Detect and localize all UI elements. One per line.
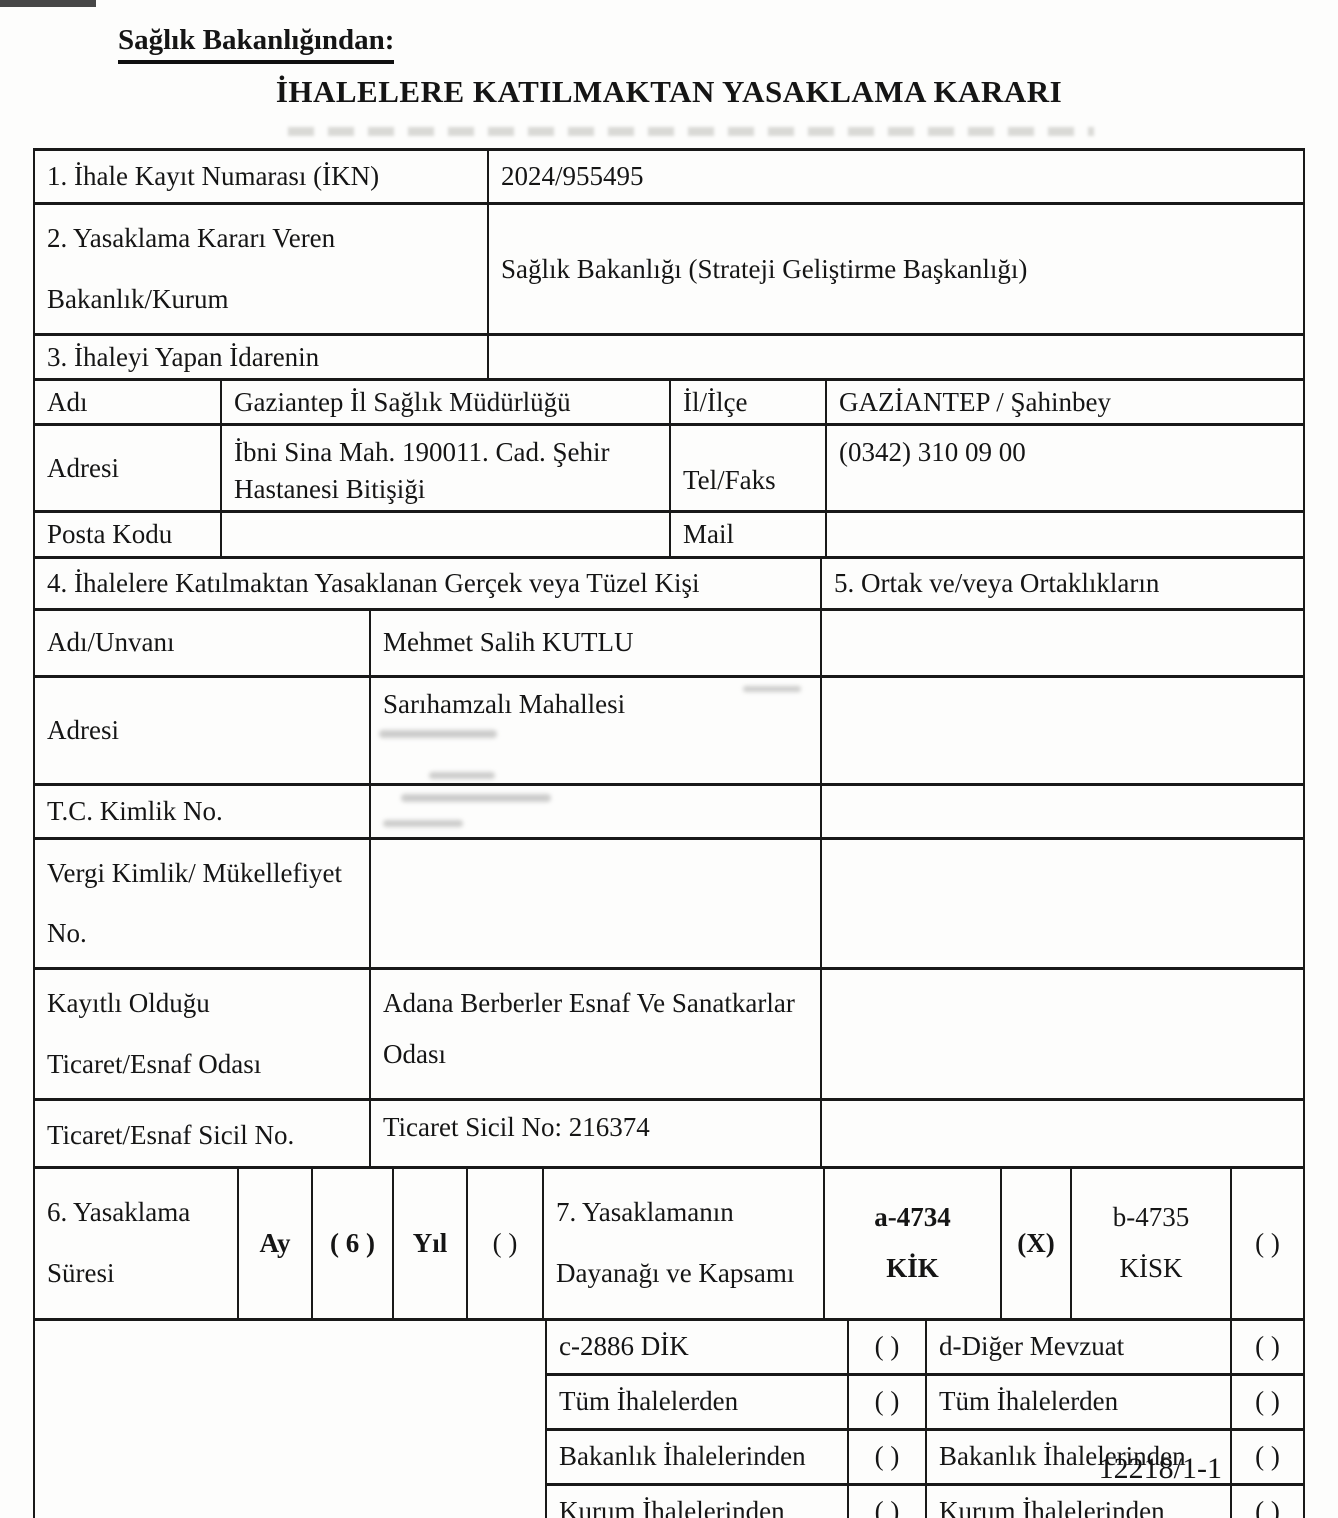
scope-row: Kurum İhalelerinden ( ) Kurum İhalelerin… bbox=[34, 1482, 1305, 1518]
scope-left-checkbox: ( ) bbox=[847, 1317, 927, 1376]
contracting-admin-value bbox=[487, 332, 1305, 381]
scope-row: c-2886 DİK ( ) d-Diğer Mevzuat ( ) bbox=[33, 1317, 1305, 1518]
band-duration-basis: 6. Yasaklama Süresi Ay ( 6 ) Yıl ( ) 7. … bbox=[33, 1165, 1305, 1321]
ikn-label: 1. İhale Kayıt Numarası (İKN) bbox=[33, 148, 489, 205]
decision-authority-value: Sağlık Bakanlığı (Strateji Geliştirme Ba… bbox=[487, 202, 1305, 336]
ban-basis-a-code: a-4734 bbox=[874, 1201, 951, 1232]
admin-address-value: İbni Sina Mah. 190011. Cad. Şehir Hastan… bbox=[220, 423, 671, 514]
contracting-admin-label: 3. İhaleyi Yapan İdarenin bbox=[33, 332, 489, 381]
scope-left-label: Tüm İhalelerden bbox=[545, 1372, 849, 1431]
scope-left-label: Bakanlık İhalelerinden bbox=[545, 1427, 849, 1486]
ikn-value: 2024/955495 bbox=[487, 148, 1305, 205]
band-admin-details: Adı Gaziantep İl Sağlık Müdürlüğü İl/İlç… bbox=[33, 377, 1305, 559]
scope-right-label: Kurum İhalelerinden bbox=[925, 1482, 1232, 1518]
decision-authority-label: 2. Yasaklama Kararı Veren Bakanlık/Kurum bbox=[33, 202, 489, 336]
band-section-headers: 4. İhalelere Katılmaktan Yasaklanan Gerç… bbox=[33, 555, 1305, 611]
banned-tax-id-label: Vergi Kimlik/ Mükellefiyet No. bbox=[33, 836, 371, 971]
admin-tel-value: (0342) 310 09 00 bbox=[825, 423, 1305, 514]
scope-right-checkbox: ( ) bbox=[1230, 1317, 1305, 1376]
banned-name-value: Mehmet Salih KUTLU bbox=[369, 607, 822, 678]
scope-right-checkbox: ( ) bbox=[1230, 1372, 1305, 1431]
band-scope: c-2886 DİK ( ) d-Diğer Mevzuat ( ) Tüm İ… bbox=[33, 1317, 1305, 1518]
scope-right-checkbox: ( ) bbox=[1230, 1427, 1305, 1486]
scope-right-label: Tüm İhalelerden bbox=[925, 1372, 1232, 1431]
admin-mail-label: Mail bbox=[669, 510, 827, 559]
scope-right-checkbox: ( ) bbox=[1230, 1482, 1305, 1518]
scope-right-label: d-Diğer Mevzuat bbox=[925, 1317, 1232, 1376]
scope-left-label: Kurum İhalelerinden bbox=[545, 1482, 849, 1518]
issuer-line: Sağlık Bakanlığından: bbox=[118, 24, 395, 64]
scope-right-label: Bakanlık İhalelerinden bbox=[925, 1427, 1232, 1486]
ban-basis-a-label: a-4734 KİK bbox=[823, 1165, 1002, 1321]
redacted-text-mark bbox=[401, 793, 551, 802]
admin-tel-label: Tel/Faks bbox=[669, 423, 827, 514]
banned-name-label: Adı/Unvanı bbox=[33, 607, 371, 678]
redacted-text-mark bbox=[429, 771, 495, 779]
banned-tc-id-label: T.C. Kimlik No. bbox=[33, 782, 371, 840]
banned-chamber-label: Kayıtlı Olduğu Ticaret/Esnaf Odası bbox=[33, 967, 371, 1101]
scope-empty-cell bbox=[33, 1317, 547, 1518]
admin-postcode-value bbox=[220, 510, 671, 559]
banned-registry-value: Ticaret Sicil No: 216374 bbox=[369, 1097, 822, 1169]
ban-basis-a-name: KİK bbox=[886, 1253, 939, 1284]
partner-name-value bbox=[820, 607, 1305, 678]
partner-address-value bbox=[820, 674, 1305, 786]
document-number: 12218/1-1 bbox=[1098, 1452, 1222, 1485]
ban-duration-month-value: ( 6 ) bbox=[311, 1165, 394, 1321]
banned-address-value: Sarıhamzalı Mahallesi bbox=[369, 674, 822, 786]
scope-left-checkbox: ( ) bbox=[847, 1372, 927, 1431]
redacted-text-mark bbox=[383, 819, 463, 827]
banned-address-label: Adresi bbox=[33, 674, 371, 786]
banned-address-text: Sarıhamzalı Mahallesi bbox=[383, 688, 626, 719]
admin-name-value: Gaziantep İl Sağlık Müdürlüğü bbox=[220, 377, 671, 427]
band-general: 1. İhale Kayıt Numarası (İKN) 2024/95549… bbox=[33, 148, 1305, 381]
ban-duration-year-label: Yıl bbox=[392, 1165, 468, 1321]
scope-left-checkbox: ( ) bbox=[847, 1482, 927, 1518]
ban-basis-b-code: b-4735 bbox=[1112, 1201, 1190, 1232]
admin-name-label: Adı bbox=[33, 377, 222, 427]
ban-duration-year-value: ( ) bbox=[466, 1165, 544, 1321]
ban-basis-b-label: b-4735 KİSK bbox=[1070, 1165, 1232, 1321]
scope-left-label: c-2886 DİK bbox=[545, 1317, 849, 1376]
scope-row: Tüm İhalelerden ( ) Tüm İhalelerden ( ) bbox=[34, 1372, 1305, 1431]
section4-header: 4. İhalelere Katılmaktan Yasaklanan Gerç… bbox=[33, 555, 822, 611]
admin-address-label: Adresi bbox=[33, 423, 222, 514]
decision-form: 1. İhale Kayıt Numarası (İKN) 2024/95549… bbox=[33, 148, 1305, 1518]
partner-tc-id-value bbox=[820, 782, 1305, 840]
scan-artifact bbox=[0, 0, 96, 7]
document-title: İHALELERE KATILMAKTAN YASAKLAMA KARARI bbox=[275, 74, 1063, 109]
partner-tax-id-value bbox=[820, 836, 1305, 971]
scope-row: Bakanlık İhalelerinden ( ) Bakanlık İhal… bbox=[34, 1427, 1305, 1486]
ban-duration-month-label: Ay bbox=[237, 1165, 313, 1321]
admin-province-value: GAZİANTEP / Şahinbey bbox=[825, 377, 1305, 427]
redacted-text-mark bbox=[743, 685, 801, 692]
banned-tc-id-value bbox=[369, 782, 822, 840]
banned-chamber-value: Adana Berberler Esnaf Ve Sanatkarlar Oda… bbox=[369, 967, 822, 1101]
admin-mail-value bbox=[825, 510, 1305, 559]
section5-header: 5. Ortak ve/veya Ortaklıkların bbox=[820, 555, 1305, 611]
admin-postcode-label: Posta Kodu bbox=[33, 510, 222, 559]
redacted-text-mark bbox=[379, 729, 497, 738]
ban-basis-b-value: ( ) bbox=[1230, 1165, 1305, 1321]
ban-basis-a-value: (X) bbox=[1000, 1165, 1072, 1321]
banned-tax-id-value bbox=[369, 836, 822, 971]
ban-basis-label: 7. Yasaklamanın Dayanağı ve Kapsamı bbox=[542, 1165, 825, 1321]
scope-left-checkbox: ( ) bbox=[847, 1427, 927, 1486]
partner-chamber-value bbox=[820, 967, 1305, 1101]
ban-basis-b-name: KİSK bbox=[1119, 1253, 1183, 1284]
redacted-subtitle bbox=[288, 127, 1094, 136]
ban-duration-label: 6. Yasaklama Süresi bbox=[33, 1165, 239, 1321]
admin-province-label: İl/İlçe bbox=[669, 377, 827, 427]
band-banned-person: Adı/Unvanı Mehmet Salih KUTLU Adresi Sar… bbox=[33, 607, 1305, 1169]
banned-registry-label: Ticaret/Esnaf Sicil No. bbox=[33, 1097, 371, 1169]
partner-registry-value bbox=[820, 1097, 1305, 1169]
